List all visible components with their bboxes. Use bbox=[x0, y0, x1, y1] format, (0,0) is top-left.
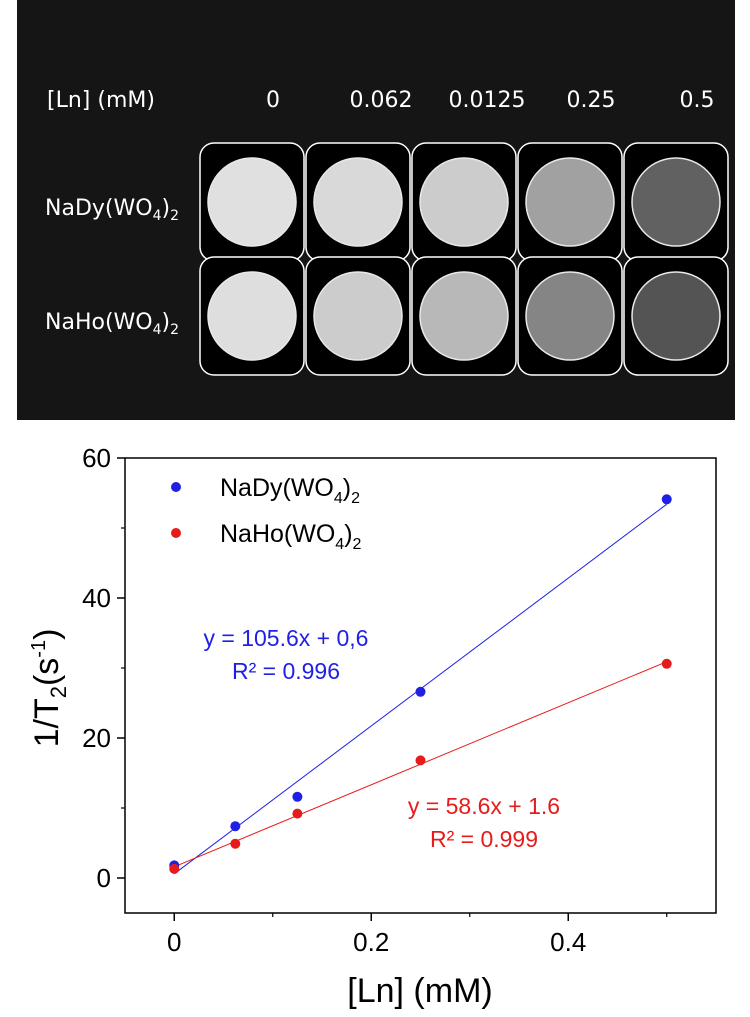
y-tick-label: 60 bbox=[82, 443, 111, 473]
data-point bbox=[230, 821, 241, 832]
data-point bbox=[292, 791, 303, 802]
row-label-text: NaDy(WO bbox=[45, 196, 153, 221]
row-label-nady: NaDy(WO4)2 bbox=[45, 196, 179, 224]
legend-label-naho: NaHo(WO4)2 bbox=[220, 520, 362, 553]
data-point bbox=[661, 658, 672, 669]
concentration-title: [Ln] (mM) bbox=[47, 88, 155, 113]
fit-r2-naho: R² = 0.999 bbox=[430, 826, 538, 852]
row-label-subscript: 2 bbox=[170, 322, 180, 338]
data-point bbox=[415, 686, 426, 697]
fit-r2-nady: R² = 0.996 bbox=[232, 658, 340, 684]
concentration-label: 0.25 bbox=[566, 88, 616, 113]
concentration-label: 0.5 bbox=[679, 88, 715, 113]
phantom-well bbox=[631, 157, 721, 247]
relaxivity-chart: 0 0.2 0.4 0 20 40 60 NaDy(WO4)2 NaHo(WO4)2 y =… bbox=[28, 443, 717, 1010]
concentration-label: 0 bbox=[266, 88, 280, 113]
x-axis-label: [Ln] (mM) bbox=[347, 972, 492, 1010]
phantom-well bbox=[207, 157, 297, 247]
row-label-naho: NaHo(WO4)2 bbox=[45, 310, 179, 338]
concentration-label: 0.062 bbox=[349, 88, 413, 113]
row-label-subscript: 4 bbox=[152, 208, 162, 224]
data-point bbox=[169, 863, 180, 874]
row-label-text: ) bbox=[161, 196, 171, 221]
phantom-wells bbox=[199, 142, 729, 376]
phantom-well bbox=[525, 271, 615, 361]
data-point bbox=[292, 808, 303, 819]
y-tick-label: 40 bbox=[82, 583, 111, 613]
phantom-well bbox=[419, 271, 509, 361]
phantom-well bbox=[313, 157, 403, 247]
phantom-well bbox=[313, 271, 403, 361]
axis-ticks: 0 0.2 0.4 0 20 40 60 bbox=[82, 443, 668, 957]
y-tick-label: 0 bbox=[97, 863, 111, 893]
x-tick-label: 0 bbox=[167, 927, 181, 957]
fit-equation-nady: y = 105.6x + 0,6 bbox=[204, 625, 369, 651]
phantom-well bbox=[525, 157, 615, 247]
data-points bbox=[169, 494, 672, 874]
row-label-subscript: 2 bbox=[170, 208, 179, 224]
phantom-well bbox=[419, 157, 509, 247]
mri-phantom-panel: [Ln] (mM) 0 0.062 0.0125 0.25 0.5 NaDy(W… bbox=[17, 0, 735, 420]
y-axis-label: 1/T2(s-1) bbox=[28, 629, 71, 748]
phantom-well bbox=[631, 271, 721, 361]
phantom-well bbox=[207, 271, 297, 361]
data-point bbox=[230, 838, 241, 849]
row-label-text: ) bbox=[161, 310, 171, 335]
legend-marker-nady bbox=[171, 482, 181, 492]
legend-marker-naho bbox=[171, 528, 181, 538]
row-label-subscript: 4 bbox=[152, 322, 162, 338]
plot-frame bbox=[124, 457, 717, 914]
fit-equation-naho: y = 58.6x + 1.6 bbox=[408, 793, 560, 819]
concentration-label: 0.0125 bbox=[448, 88, 526, 113]
data-point bbox=[661, 494, 672, 505]
y-tick-label: 20 bbox=[82, 723, 111, 753]
row-label-text: NaHo(WO bbox=[45, 310, 153, 335]
legend-label-nady: NaDy(WO4)2 bbox=[220, 474, 360, 507]
data-point bbox=[415, 755, 426, 766]
x-tick-label: 0.2 bbox=[353, 927, 389, 957]
x-tick-label: 0.4 bbox=[550, 927, 586, 957]
